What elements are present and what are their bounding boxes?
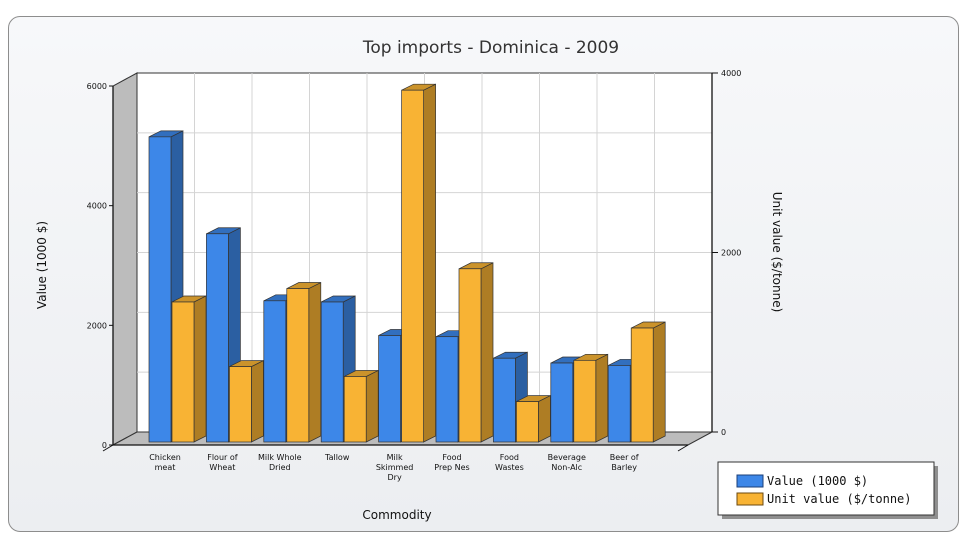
bar-unit-value-7: [573, 353, 609, 443]
left-axis-tick-label: 6000: [87, 82, 107, 91]
bar-value-6-front: [493, 357, 516, 443]
bar-unit-value-1-side: [251, 360, 264, 443]
category-label: Tallow: [324, 453, 350, 462]
left-axis-tick-label: 2000: [87, 321, 107, 330]
bar-unit-value-5-side: [480, 262, 494, 443]
bar-value-8-front: [607, 365, 631, 443]
bar-unit-value-7-side: [595, 353, 609, 443]
right-axis-tick-label: 0: [721, 428, 726, 437]
category-label: Beer of Barley: [610, 453, 639, 472]
bar-unit-value-4: [401, 83, 436, 443]
legend: Value (1000 $) Unit value ($/tonne): [717, 461, 938, 519]
bar-value-0-front: [148, 136, 172, 443]
right-axis-tick-label: 4000: [721, 69, 741, 78]
bar-unit-value-2-side: [308, 281, 322, 443]
left-axis-tick-label: 4000: [87, 202, 107, 211]
bar-unit-value-1: [229, 360, 264, 443]
y2-axis-title: Unit value ($/tonne): [770, 192, 784, 313]
category-label: Beverage Non-Alc: [548, 453, 586, 472]
category-label: Food Wastes: [495, 453, 524, 472]
bar-unit-value-4-front: [401, 89, 424, 443]
legend-swatch-unit-value: [736, 492, 764, 506]
bars: [148, 83, 666, 443]
category-label: Milk Skimmed Dry: [376, 453, 414, 482]
bar-unit-value-4-side: [423, 83, 436, 443]
bottom-axis-start-tick: [102, 444, 114, 452]
y-axis-title: Value (1000 $): [35, 221, 49, 309]
legend-label-value: Value (1000 $): [767, 474, 868, 488]
right-axis-tick-label: 2000: [721, 249, 741, 258]
bar-unit-value-3-side: [365, 369, 379, 443]
bar-unit-value-5-front: [458, 268, 482, 443]
legend-label-unit-value: Unit value ($/tonne): [767, 492, 912, 506]
bar-unit-value-0-side: [193, 295, 207, 443]
bar-unit-value-2-front: [286, 288, 310, 443]
bar-unit-value-8-front: [630, 327, 654, 443]
legend-box: [717, 461, 935, 516]
category-label: Milk Whole Dried: [258, 453, 302, 472]
bar-value-1-front: [206, 233, 229, 443]
bottom-axis-end-tick: [677, 444, 689, 452]
bar-value-2-front: [263, 300, 287, 443]
bar-unit-value-7-front: [573, 359, 597, 443]
bar-value-7-front: [550, 362, 574, 443]
bar-value-4-front: [378, 335, 401, 443]
bar-unit-value-6: [516, 395, 551, 443]
bar-unit-value-8: [630, 321, 666, 443]
axes: 0 2000 4000 6000 0 2000 4000 Chicken meat Flour o…: [87, 69, 742, 482]
bar-unit-value-3: [343, 369, 379, 443]
bar-value-5-front: [435, 336, 459, 443]
bar-unit-value-3-front: [343, 376, 367, 443]
left-axis-tick-label: 0: [102, 441, 107, 450]
legend-swatch-value: [736, 474, 764, 488]
left-side-wall: [112, 72, 138, 446]
category-label: Chicken meat: [149, 453, 181, 472]
bar-value-3-front: [320, 301, 344, 443]
category-label: Food Prep Nes: [434, 453, 469, 472]
bar-unit-value-0: [171, 295, 207, 443]
bar-unit-value-2: [286, 281, 322, 443]
bar-unit-value-1-front: [229, 366, 252, 443]
bar-unit-value-8-side: [652, 321, 666, 443]
bar-unit-value-5: [458, 262, 494, 443]
bar-unit-value-0-front: [171, 301, 195, 443]
bar-unit-value-6-front: [516, 401, 539, 443]
x-axis-title: Commodity: [362, 508, 431, 522]
bar-unit-value-6-side: [538, 395, 551, 443]
category-label: Flour of Wheat: [207, 453, 238, 472]
chart-title: Top imports - Dominica - 2009: [362, 38, 619, 58]
